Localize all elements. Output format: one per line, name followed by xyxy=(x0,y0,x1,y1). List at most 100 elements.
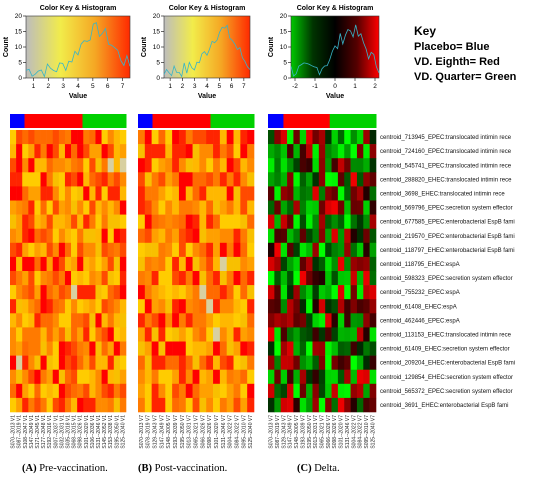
heatmap-cell xyxy=(113,214,121,229)
x-tick-label: 4 xyxy=(205,83,209,90)
heatmap-cell xyxy=(95,327,102,342)
x-tick-label: 6 xyxy=(230,83,234,90)
heatmap-cell xyxy=(16,369,23,385)
heatmap-cell xyxy=(40,369,47,385)
heatmap-cell xyxy=(119,256,127,272)
heatmap-cell xyxy=(268,397,275,413)
heatmap-cell xyxy=(144,285,152,300)
heatmap-cell xyxy=(268,144,275,159)
heatmap-cell xyxy=(138,355,146,370)
heatmap-cell xyxy=(172,327,180,342)
heatmap-cell xyxy=(356,172,364,187)
heatmap-cell xyxy=(10,271,17,286)
heatmap-cell xyxy=(34,327,41,342)
heatmap-cell xyxy=(158,383,166,399)
heatmap-cell xyxy=(213,158,221,173)
heatmap-cell xyxy=(28,299,35,314)
column-label: S125--2040 V7 xyxy=(248,415,254,449)
heatmap-cell xyxy=(34,130,41,145)
heatmap-cell xyxy=(344,242,351,258)
heatmap-cell xyxy=(95,369,102,385)
column-label: S035--2018 V1 xyxy=(66,415,72,449)
heatmap-cell xyxy=(16,172,23,187)
heatmap-cell xyxy=(240,383,248,399)
heatmap-cell xyxy=(107,383,115,399)
heatmap-cell xyxy=(16,383,23,399)
heatmap-cell xyxy=(40,313,47,328)
heatmap-cell xyxy=(77,383,84,399)
x-tick-label: 3 xyxy=(193,83,197,90)
color-key-bar xyxy=(163,15,251,79)
heatmap-cell xyxy=(89,341,96,356)
heatmap-cell xyxy=(151,144,159,159)
column-label: S087--2019 V7 xyxy=(275,415,281,449)
heatmap-cell xyxy=(356,397,364,413)
heatmap-cell xyxy=(178,299,187,314)
heatmap-cell xyxy=(165,242,173,258)
heatmap-cell xyxy=(226,144,234,159)
heatmap-cell xyxy=(337,355,345,370)
heatmap-cell xyxy=(58,299,66,314)
heatmap-cell xyxy=(113,200,121,215)
heatmap-cell xyxy=(158,369,166,385)
row-label: centroid_118795_EHEC:espA xyxy=(380,262,460,268)
heatmap-cell xyxy=(46,313,54,328)
heatmap-cell xyxy=(199,299,207,314)
heatmap-cell xyxy=(331,341,339,356)
heatmap-cell xyxy=(247,256,255,272)
heatmap-cell xyxy=(219,186,228,201)
histogram-panel-b: Color Key & Histogram 1 2 3 4 5 6 7 0 5 10 15 20 Valu… xyxy=(141,5,251,100)
heatmap-cell xyxy=(293,299,301,314)
heatmap-cell xyxy=(83,397,90,413)
heatmap-cell xyxy=(213,144,221,159)
heatmap-cell xyxy=(113,285,121,300)
heatmap-cell xyxy=(34,313,41,328)
heatmap-cell xyxy=(28,186,35,201)
x-tick-label: -2 xyxy=(292,83,298,90)
heatmap-cell xyxy=(34,242,41,258)
heatmap-cell xyxy=(119,200,127,215)
heatmap-cell xyxy=(64,285,72,300)
heatmap-cell xyxy=(363,130,370,145)
key-item-placebo: Placebo= Blue xyxy=(414,41,490,53)
heatmap-cell xyxy=(293,214,301,229)
heatmap-cell xyxy=(138,200,146,215)
heatmap-cell xyxy=(10,341,17,356)
heatmap-cell xyxy=(369,256,377,272)
heatmap-cell xyxy=(89,355,96,370)
column-label: S101--2020 V1 xyxy=(84,415,90,449)
heatmap-cell xyxy=(165,299,173,314)
row-label: centroid_209204_EHEC:enterobacterial Esp… xyxy=(380,361,515,367)
heatmap-cell xyxy=(306,158,313,173)
heatmap-cell xyxy=(344,285,351,300)
heatmap-cell xyxy=(299,271,307,286)
heatmap-cell xyxy=(192,383,200,399)
heatmap-cell xyxy=(77,242,84,258)
heatmap-cell xyxy=(89,327,96,342)
heatmap-cell xyxy=(233,130,241,145)
heatmap-cell xyxy=(331,200,339,215)
heatmap-cell xyxy=(192,228,200,244)
heatmap-cell xyxy=(318,285,326,300)
heatmap-cell xyxy=(71,271,78,286)
heatmap-cell xyxy=(28,242,35,258)
heatmap-cell xyxy=(192,186,200,201)
heatmap-cell xyxy=(10,355,17,370)
heatmap-cell xyxy=(199,130,207,145)
heatmap-cell xyxy=(299,214,307,229)
heatmap-cell xyxy=(280,228,288,244)
heatmap-cell xyxy=(206,313,214,328)
heatmap-cell xyxy=(287,397,294,413)
heatmap-cell xyxy=(144,271,152,286)
heatmap-cell xyxy=(113,369,121,385)
heatmap-cell xyxy=(46,158,54,173)
heatmap-cell xyxy=(206,285,214,300)
heatmap-cell xyxy=(83,369,90,385)
heatmap-cell xyxy=(199,355,207,370)
heatmap-cell xyxy=(95,355,102,370)
heatmap-cell xyxy=(172,383,180,399)
heatmap-cell xyxy=(144,383,152,399)
heatmap-cell xyxy=(34,214,41,229)
heatmap-cell xyxy=(240,397,248,413)
group-bar-segment xyxy=(111,114,127,128)
